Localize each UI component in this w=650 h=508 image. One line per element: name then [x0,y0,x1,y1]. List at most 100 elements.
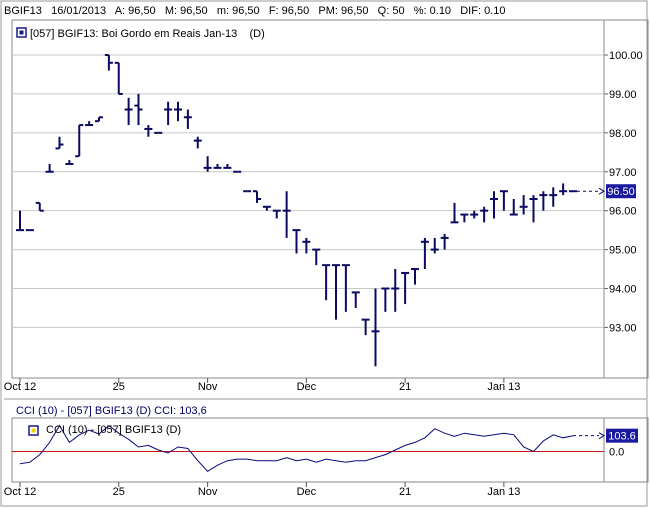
ohlc-bar [95,116,103,123]
ohlc-bar [430,237,439,254]
ohlc-bar [183,109,192,129]
ohlc-bar [45,163,54,173]
price-y-tick-label: 95.00 [609,245,637,257]
ohlc-bar [401,271,410,305]
ohlc-bar [282,191,291,238]
cci-legend-box-fill [31,428,36,433]
cci-last-arrow [598,432,605,440]
ohlc-bar [411,268,419,285]
price-legend: [057] BGIF13: Boi Gordo em Reais Jan-13 … [30,28,265,40]
price-x-tick-label: Oct 12 [4,381,36,393]
date-label: 16/01/2013 [51,5,107,17]
ohlc-bar [312,248,321,266]
ohlc-bar [332,264,340,320]
price-x-tick-label: Dec [297,381,317,393]
ohlc-bar [16,210,24,232]
ohlc-bar [371,288,380,367]
ohlc-bar [519,195,528,215]
ohlc-bar [213,163,222,169]
cci-legend-text: CCI (10) - [057] BGIF13 (D) [46,424,182,436]
price-legend-box-fill [19,30,24,35]
cci-last-value-label: 103.6 [608,431,636,443]
price-y-tick-label: 93.00 [609,322,637,334]
ohlc-bar [55,136,64,150]
price-y-tick-label: 99.00 [609,89,637,101]
ohlc-bar [193,136,202,149]
cci-series-line [19,424,574,472]
price-panel-frame [11,19,649,379]
ohlc-bar [361,318,370,336]
price-last-value-label: 96.50 [607,186,635,198]
ohlc-bar [65,160,74,165]
min-label: M: 96,50 [164,5,208,17]
ohlc-bar [381,287,390,312]
ohlc-bar [499,190,508,211]
price-x-tick-label: 21 [399,381,411,393]
ohlc-bar [134,93,143,126]
cci-x-tick-label: Nov [198,486,218,498]
ohlc-bar [351,291,360,308]
ohlc-bar [470,210,479,219]
symbol-label: BGIF13 [4,5,42,17]
ohlc-bar [509,199,518,216]
cci-last-value-badge [606,428,638,443]
price-last-arrow [598,187,605,195]
ohlc-bar [272,209,281,219]
cci-x-tick-label: Oct 12 [4,486,36,498]
price-last-value-badge [606,184,636,199]
ohlc-bar [223,163,232,169]
ohlc-bar [174,101,182,122]
header-quote-line: BGIF13 16/01/2013 A: 96,50 M: 96,50 m: 9… [4,5,505,17]
cci-header-label: CCI (10) - [057] BGIF13 (D) CCI: 103,6 [16,405,207,417]
avg-label: PM: 96,50 [318,5,369,17]
pct-label: %: 0.10 [413,5,452,17]
price-x-tick-label: Jan 13 [487,381,520,393]
price-y-tick-label: 94.00 [609,284,637,296]
ohlc-bar [262,205,271,211]
ohlc-bar [203,156,212,172]
ohlc-bar [450,202,459,224]
max-label: m: 96,50 [216,5,260,17]
ohlc-bar [391,269,400,312]
cci-panel-frame [11,417,649,483]
ohlc-bar [75,124,84,158]
ohlc-bar [302,237,311,254]
ohlc-bar [104,54,113,71]
qty-label: Q: 50 [377,5,405,17]
ohlc-bar [35,201,44,212]
ohlc-bar [539,191,548,211]
ohlc-bar [164,101,173,126]
dif-label: DIF: 0.10 [460,5,506,17]
ohlc-bar [341,264,350,312]
price-legend-text: [057] BGIF13: Boi Gordo em Reais Jan-13 [30,28,238,40]
price-x-tick-label: 25 [113,381,125,393]
ohlc-bar [490,191,498,219]
ohlc-bar [460,213,469,223]
cci-x-tick-label: 25 [113,486,125,498]
ohlc-bar [114,61,123,95]
price-y-tick-label: 100.00 [609,50,643,62]
ohlc-bar [549,187,558,207]
cci-x-tick-label: Jan 13 [487,486,520,498]
ohlc-bar [480,206,489,223]
ohlc-bar [322,264,331,301]
ohlc-bar [292,229,301,254]
ohlc-bar [440,234,449,250]
ohlc-bar [124,97,133,126]
ohlc-bar [85,121,94,127]
price-y-tick-label: 97.00 [609,167,637,179]
ohlc-bar [559,183,568,196]
cci-x-tick-label: Dec [297,486,317,498]
price-y-tick-label: 98.00 [609,128,637,140]
open-label: A: 96,50 [114,5,156,17]
close-label: F: 96,50 [268,5,310,17]
price-x-tick-label: Nov [198,381,218,393]
ohlc-bar [253,190,261,203]
cci-y-tick-label: 0.0 [609,447,624,459]
price-y-tick-label: 96.00 [609,206,637,218]
ohlc-bar [420,237,429,270]
ohlc-bar [529,195,538,223]
ohlc-bar [144,125,153,137]
